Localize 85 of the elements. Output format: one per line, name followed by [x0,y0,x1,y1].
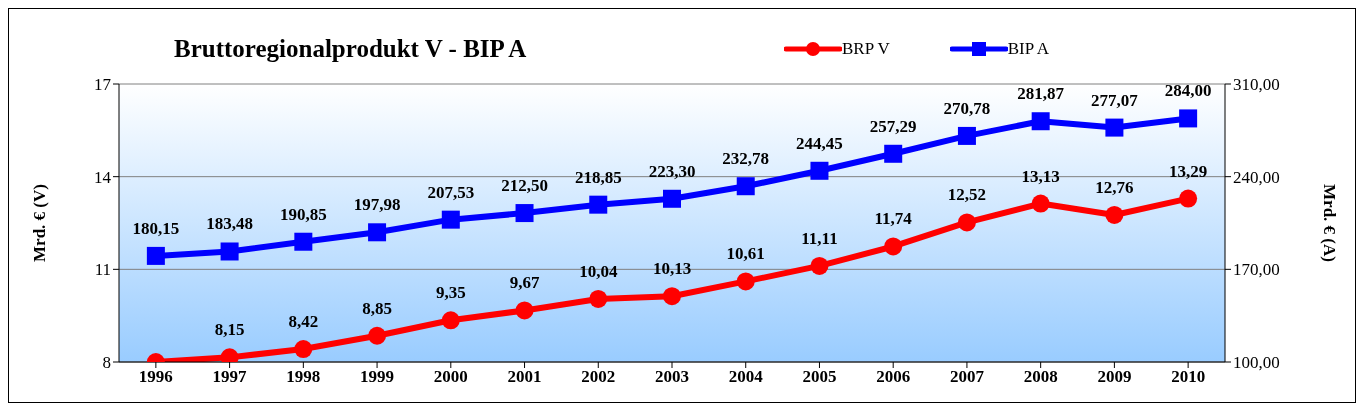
y2-tick-label: 100,00 [1233,353,1280,373]
x-tick-label: 2006 [876,367,911,387]
data-label: 8,85 [362,298,392,318]
point [441,311,460,330]
x-tick-label: 1998 [286,367,321,387]
x-tick-label: 2004 [728,367,764,387]
data-label: 13,13 [1021,166,1060,186]
data-label: 12,76 [1095,177,1134,197]
data-label: 10,61 [726,244,765,264]
data-label: 281,87 [1017,84,1065,104]
x-tick-label: 2010 [1171,367,1206,387]
point [1105,118,1124,137]
data-label: 8,42 [288,312,319,332]
point [368,326,387,345]
data-label: 207,53 [427,182,475,202]
x-tick-label: 2007 [949,367,985,387]
x-tick-label: 1999 [360,367,395,387]
point [810,256,829,275]
data-label: 212,50 [501,176,548,196]
point [663,287,681,306]
y2-tick-label: 170,00 [1233,260,1280,280]
legend-label: BIP A [1007,39,1050,59]
x-tick-label: 2009 [1097,367,1132,387]
x-tick-label: 1996 [138,367,173,387]
point [957,126,976,145]
data-label: 244,45 [796,133,843,153]
data-label: 190,85 [279,204,327,224]
x-tick-label: 2000 [433,367,468,387]
point [663,189,681,208]
data-label: 197,98 [353,195,401,215]
point [1031,112,1050,131]
y2-tick-label: 240,00 [1233,167,1280,187]
data-label: 277,07 [1091,90,1139,110]
data-label: 232,78 [722,149,770,169]
point [1179,109,1198,128]
point [957,213,976,232]
point [589,289,608,308]
point [146,246,165,265]
y-tick-label: 8 [102,353,111,373]
point [884,144,903,163]
point [884,237,903,256]
y2-axis-title: Mrd. € (A) [1319,184,1339,262]
point [294,232,313,251]
y-axis-title: Mrd. € (V) [30,184,50,262]
point [515,301,534,320]
data-label: 183,48 [206,214,253,234]
data-label: 9,67 [509,273,540,293]
y-tick-label: 11 [94,260,111,280]
data-label: 8,15 [214,320,245,340]
point [294,340,313,359]
data-label: 11,74 [874,209,913,229]
point [1179,189,1198,208]
point [515,204,534,223]
point [1105,205,1124,224]
x-tick-label: 2008 [1023,367,1058,387]
point [810,161,829,180]
point [736,177,755,196]
point [441,210,460,229]
point [220,242,239,261]
x-tick-label: 2005 [802,367,837,387]
point [1031,194,1050,213]
data-label: 9,35 [435,283,466,303]
data-label: 10,13 [652,259,692,279]
data-label: 12,52 [947,185,987,205]
data-label: 180,15 [132,218,180,238]
point [736,272,755,291]
data-label: 284,00 [1164,81,1212,101]
x-tick-label: 1997 [212,367,248,387]
y2-tick-label: 310,00 [1233,75,1280,95]
data-label: 11,11 [801,228,838,248]
data-label: 13,29 [1169,161,1208,181]
x-tick-label: 2001 [507,367,542,387]
y-tick-label: 14 [94,167,112,187]
data-label: 223,30 [648,161,696,181]
point [589,195,608,214]
y-tick-label: 17 [94,75,112,95]
x-tick-label: 2002 [581,367,616,387]
data-label: 10,04 [579,261,618,281]
x-tick-label: 2003 [655,367,689,387]
data-label: 270,78 [943,98,991,118]
data-label: 257,29 [869,116,917,136]
legend-label: BRP V [842,39,890,59]
point [368,223,387,242]
data-label: 218,85 [574,167,622,187]
chart-title: Bruttoregionalprodukt V - BIP A [174,35,527,63]
